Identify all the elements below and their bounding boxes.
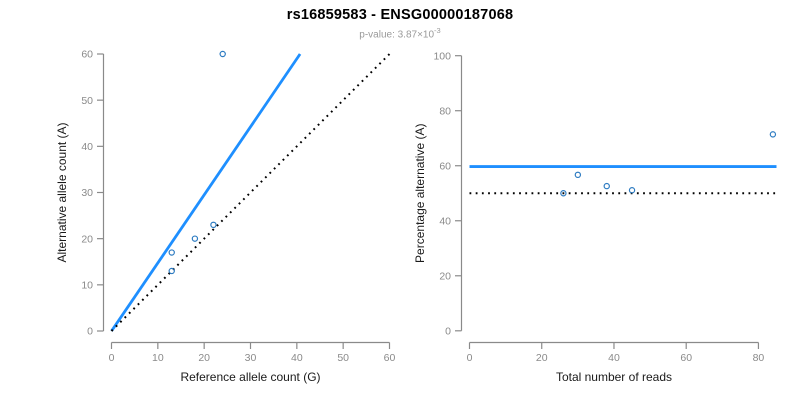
x-axis-label: Reference allele count (G) [180,370,320,384]
x-tick-label: 60 [680,352,692,364]
data-point [219,50,226,58]
y-axis-label: Percentage alternative (A) [413,124,427,263]
chart-title: rs16859583 - ENSG00000187068 [286,7,514,23]
y-tick-label: 80 [439,105,451,117]
y-tick-label: 20 [81,233,93,245]
identity-line [110,53,391,332]
allele-counts-panel: 0 10 20 30 40 50 60 0 10 20 30 40 50 60 Reference alle… [55,49,395,384]
y-tick-label: 60 [439,160,451,172]
x-tick-label: 20 [198,352,210,364]
x-axis-label: Total number of reads [556,370,672,384]
y-axis-label: Alternative allele count (A) [55,122,69,262]
data-point [210,221,217,229]
y-tick-label: 40 [439,215,451,227]
x-tick-label: 0 [467,352,473,364]
y-tick-label: 60 [81,49,93,61]
data-point [560,190,567,197]
data-point [168,267,175,275]
x-tick-label: 0 [109,352,115,364]
y-tick-label: 0 [445,325,451,337]
x-tick-label: 40 [291,352,303,364]
y-tick-label: 0 [87,326,93,338]
p-value-text: p-value: 3.87×10 [359,29,435,41]
y-tick-label: 100 [433,50,451,62]
y-tick-label: 40 [81,141,93,153]
percentage-panel: 0 20 40 60 80 100 0 20 40 60 80 Total number of rea… [413,50,777,384]
x-tick-label: 30 [245,352,257,364]
x-tick-label: 40 [608,352,620,364]
y-tick-label: 30 [81,187,93,199]
x-tick-label: 80 [753,352,765,364]
fitted-proportion-line [110,53,302,332]
x-tick-label: 20 [536,352,548,364]
data-point [574,171,582,179]
chart-subtitle: p-value: 3.87×10-3 [0,26,800,40]
data-point [168,249,175,256]
y-tick-label: 50 [81,95,93,107]
x-tick-label: 10 [152,352,164,364]
x-tick-label: 50 [337,352,349,364]
data-point [603,182,610,190]
y-tick-label: 10 [81,280,93,292]
data-point [191,235,199,242]
data-point [628,187,636,194]
x-tick-label: 60 [384,352,396,364]
y-tick-label: 20 [439,270,451,282]
p-value-exponent: -3 [434,26,441,35]
data-point [769,131,777,138]
